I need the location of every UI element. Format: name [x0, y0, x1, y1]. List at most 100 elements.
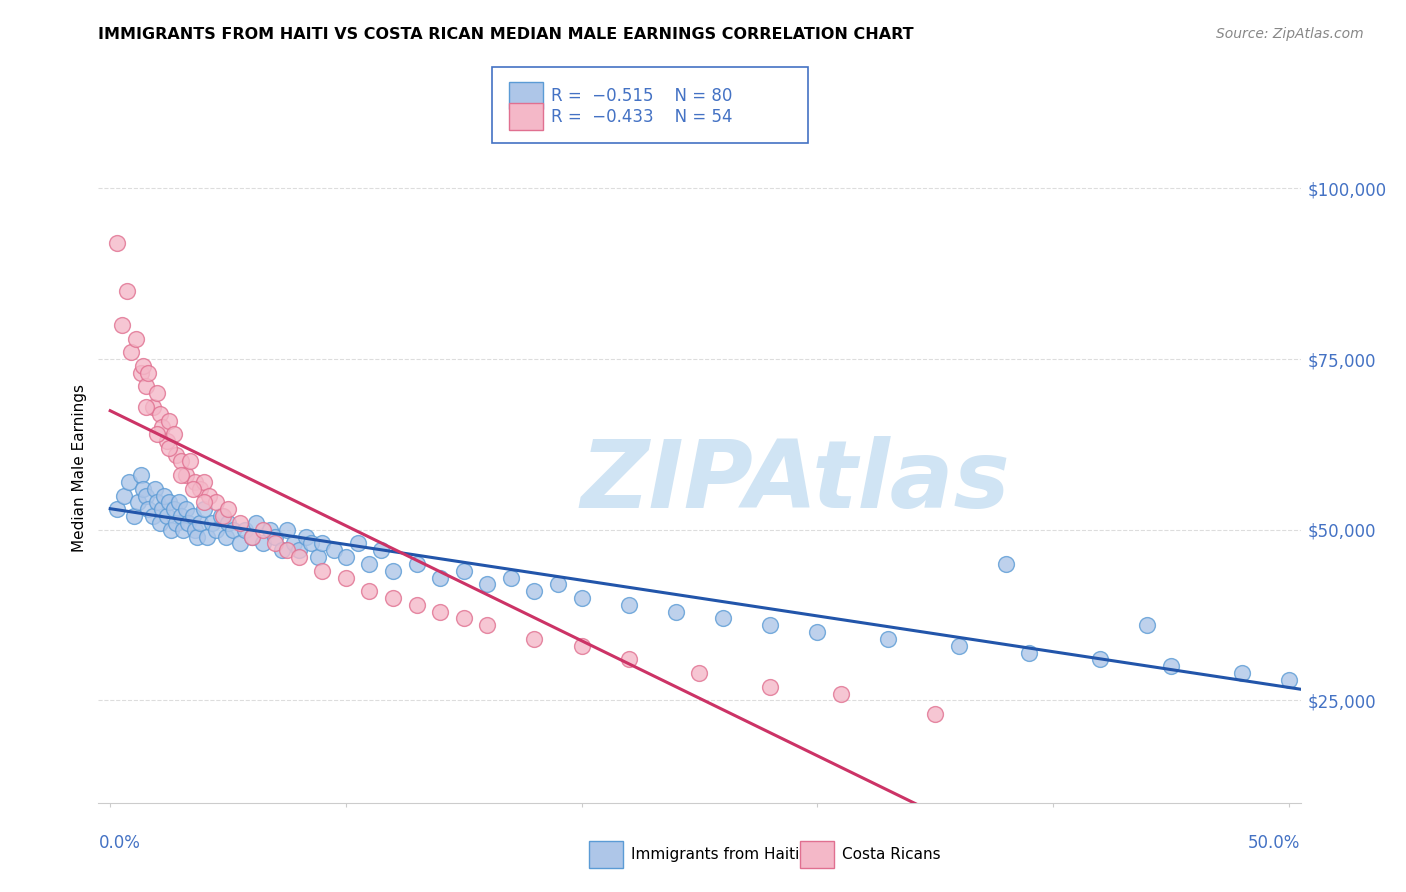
Point	[167, 495, 190, 509]
Point	[948, 639, 970, 653]
Point	[924, 707, 946, 722]
Point	[153, 489, 176, 503]
Point	[205, 495, 228, 509]
Point	[160, 523, 183, 537]
Point	[259, 523, 281, 537]
Point	[149, 407, 172, 421]
Point	[165, 448, 187, 462]
Point	[136, 502, 159, 516]
Point	[146, 427, 169, 442]
Point	[499, 570, 522, 584]
Point	[157, 413, 180, 427]
Point	[229, 536, 252, 550]
Text: ZIPAtlas: ZIPAtlas	[581, 435, 1011, 528]
Point	[193, 495, 215, 509]
Point	[174, 468, 197, 483]
Point	[617, 598, 640, 612]
Point	[217, 516, 239, 530]
Point	[122, 509, 145, 524]
Point	[142, 400, 165, 414]
Point	[299, 536, 322, 550]
Point	[146, 386, 169, 401]
Point	[135, 379, 157, 393]
Point	[222, 523, 245, 537]
Point	[382, 591, 405, 605]
Point	[112, 489, 135, 503]
Point	[163, 427, 186, 442]
Text: 0.0%: 0.0%	[98, 834, 141, 852]
Point	[132, 482, 155, 496]
Point	[172, 523, 194, 537]
Point	[1088, 652, 1111, 666]
Point	[125, 332, 148, 346]
Point	[143, 482, 166, 496]
Point	[150, 502, 173, 516]
Point	[571, 591, 593, 605]
Point	[240, 530, 263, 544]
Point	[157, 495, 180, 509]
Point	[135, 489, 157, 503]
Point	[523, 584, 546, 599]
Point	[128, 495, 150, 509]
Point	[135, 400, 157, 414]
Point	[453, 564, 475, 578]
Point	[994, 557, 1017, 571]
Point	[156, 509, 179, 524]
Point	[205, 523, 228, 537]
Point	[129, 468, 152, 483]
Point	[711, 611, 734, 625]
Point	[1136, 618, 1159, 632]
Text: Costa Ricans: Costa Ricans	[842, 847, 941, 862]
Point	[276, 523, 298, 537]
Point	[1018, 646, 1040, 660]
Point	[195, 530, 218, 544]
Text: Source: ZipAtlas.com: Source: ZipAtlas.com	[1216, 27, 1364, 41]
Point	[382, 564, 405, 578]
Point	[188, 516, 211, 530]
Text: IMMIGRANTS FROM HAITI VS COSTA RICAN MEDIAN MALE EARNINGS CORRELATION CHART: IMMIGRANTS FROM HAITI VS COSTA RICAN MED…	[98, 27, 914, 42]
Point	[111, 318, 134, 332]
Point	[181, 509, 204, 524]
Point	[335, 549, 357, 564]
Point	[120, 345, 142, 359]
Text: 50.0%: 50.0%	[1249, 834, 1301, 852]
Point	[215, 530, 238, 544]
Point	[181, 482, 204, 496]
Point	[115, 284, 138, 298]
Point	[1160, 659, 1182, 673]
Point	[233, 523, 256, 537]
Point	[759, 618, 782, 632]
Text: R =  −0.515    N = 80: R = −0.515 N = 80	[551, 87, 733, 104]
Point	[174, 502, 197, 516]
Point	[105, 235, 128, 250]
Point	[146, 495, 169, 509]
Point	[184, 475, 207, 489]
Point	[271, 543, 294, 558]
Point	[198, 489, 221, 503]
Point	[276, 543, 298, 558]
Point	[150, 420, 173, 434]
Point	[245, 516, 267, 530]
Point	[264, 536, 287, 550]
Point	[311, 564, 333, 578]
Point	[1230, 666, 1253, 681]
Point	[547, 577, 569, 591]
Point	[429, 570, 451, 584]
Point	[229, 516, 252, 530]
Point	[105, 502, 128, 516]
Point	[307, 549, 329, 564]
Point	[240, 530, 263, 544]
Point	[477, 618, 499, 632]
Point	[136, 366, 159, 380]
Text: R =  −0.433    N = 54: R = −0.433 N = 54	[551, 108, 733, 126]
Y-axis label: Median Male Earnings: Median Male Earnings	[72, 384, 87, 552]
Point	[571, 639, 593, 653]
Point	[132, 359, 155, 373]
Point	[129, 366, 152, 380]
Point	[156, 434, 179, 448]
Point	[359, 584, 381, 599]
Point	[177, 516, 200, 530]
Point	[170, 454, 193, 468]
Point	[405, 598, 427, 612]
Point	[429, 605, 451, 619]
